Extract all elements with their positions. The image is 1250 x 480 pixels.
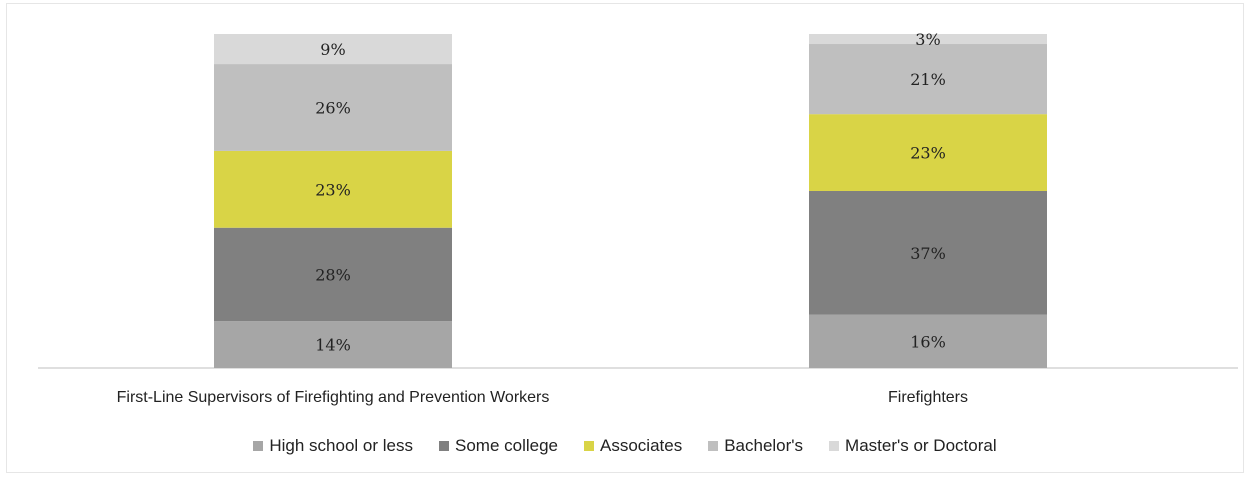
data-label: 23%: [910, 144, 946, 163]
legend-label: Some college: [454, 436, 558, 455]
legend-item: Bachelor's: [708, 436, 803, 456]
legend-swatch: [253, 441, 264, 451]
bar-segment: [809, 44, 1047, 115]
data-label: 14%: [315, 336, 351, 355]
bar-segment: [214, 227, 452, 322]
bar-segment: [809, 34, 1047, 45]
legend-swatch: [438, 441, 449, 451]
data-label: 3%: [915, 30, 940, 49]
stacked-bar-chart: 14% 28% 23% 26% 9% 16% 37% 23% 21% 3% First-Line …: [38, 30, 1238, 406]
legend-swatch: [708, 441, 719, 451]
data-label: 28%: [315, 265, 351, 284]
data-label: 21%: [910, 70, 946, 89]
legend-label: Associates: [600, 436, 683, 455]
data-label: 23%: [315, 180, 351, 199]
category-label: Firefighters: [888, 389, 968, 406]
legend-label: High school or less: [269, 436, 413, 455]
legend-item: High school or less: [253, 436, 413, 456]
legend-label: Bachelor's: [724, 436, 804, 455]
data-label: 16%: [910, 332, 946, 351]
bar-segment: [809, 190, 1047, 315]
bar-segment: [214, 64, 452, 151]
bar-segment: [214, 34, 452, 65]
data-label: 26%: [315, 98, 351, 117]
legend-item: Master's or Doctoral: [829, 436, 997, 456]
bar-segment: [809, 314, 1047, 368]
bar-segment: [214, 321, 452, 368]
data-label: 9%: [320, 40, 345, 59]
legend-swatch: [584, 441, 594, 451]
legend-swatch: [829, 441, 840, 451]
legend: High school or less Some college Associate…: [0, 436, 1250, 456]
bar-segment: [214, 150, 452, 228]
data-label: 37%: [910, 244, 946, 263]
legend-label: Master's or Doctoral: [845, 436, 997, 455]
category-label: First-Line Supervisors of Firefighting a…: [117, 389, 550, 406]
legend-item: Associates: [584, 436, 682, 456]
legend-item: Some college: [438, 436, 558, 456]
bar-segment: [809, 114, 1047, 191]
